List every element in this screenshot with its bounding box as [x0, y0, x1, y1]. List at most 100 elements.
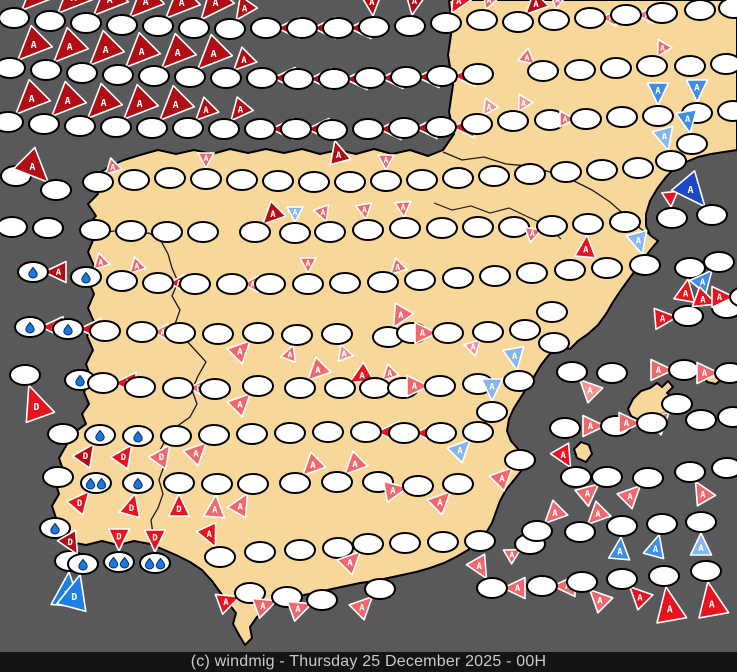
wind-category-letter: A [637, 593, 643, 603]
wind-symbol [609, 211, 641, 233]
station-ellipse [710, 53, 737, 75]
station-ellipse [574, 7, 606, 29]
wind-direction-triangle [586, 500, 612, 526]
station-ellipse [609, 211, 641, 233]
station-ellipse [674, 55, 706, 77]
station-ellipse [151, 221, 183, 243]
wind-category-letter: A [476, 562, 482, 572]
wind-symbol [115, 220, 147, 242]
wind-category-letter: A [134, 262, 139, 271]
wind-symbol: A [389, 200, 421, 239]
wind-symbol: A [0, 0, 51, 29]
wind-symbol: A [136, 84, 196, 139]
wind-category-letter: A [204, 154, 209, 163]
wind-symbol [606, 106, 638, 128]
wind-symbol [717, 406, 737, 428]
wind-symbol: A [12, 146, 72, 201]
station-ellipse [388, 422, 420, 444]
station-ellipse [570, 108, 602, 130]
wind-direction-triangle [197, 33, 234, 70]
wind-category-letter: A [173, 100, 179, 111]
station-ellipse [622, 157, 654, 179]
wind-category-letter: A [624, 419, 630, 429]
wind-category-letter: A [137, 99, 143, 110]
wind-symbol: A [711, 285, 737, 309]
wind-direction-triangle [161, 32, 198, 69]
station-ellipse [163, 472, 195, 494]
wind-symbol: A [521, 499, 569, 542]
wind-symbol [600, 57, 632, 79]
wind-category-letter: A [212, 506, 218, 516]
wind-symbol [47, 423, 79, 445]
station-ellipse [442, 473, 474, 495]
wind-symbol: A [30, 26, 90, 81]
station-ellipse [106, 270, 138, 292]
wind-symbol: A [172, 96, 220, 139]
wind-category-letter: A [509, 550, 514, 559]
station-ellipse [464, 530, 496, 552]
wind-direction-triangle [646, 82, 670, 106]
wind-symbol: A [34, 0, 94, 32]
wind-direction-triangle [543, 499, 569, 525]
wind-category-letter: A [238, 106, 244, 116]
station-ellipse [703, 251, 735, 273]
wind-symbol: A [226, 375, 274, 418]
wind-symbol [718, 0, 737, 19]
wind-category-letter: A [525, 53, 530, 62]
station-ellipse [729, 287, 737, 307]
wind-symbol: A [394, 0, 426, 37]
wind-symbol [442, 267, 474, 289]
wind-direction-triangle [381, 363, 400, 382]
station-ellipse [591, 466, 623, 488]
station-ellipse [250, 17, 282, 39]
wind-direction-triangle [25, 384, 56, 424]
station-ellipse [312, 421, 344, 443]
station-ellipse [504, 449, 536, 471]
station-ellipse [538, 332, 570, 354]
wind-category-letter: A [193, 449, 199, 459]
station-ellipse [556, 361, 588, 383]
station-ellipse [606, 106, 638, 128]
wind-symbol: A [214, 0, 259, 40]
station-ellipse [425, 422, 457, 444]
station-ellipse [370, 170, 402, 192]
wind-direction-triangle [711, 285, 735, 309]
rain-drop-icon [144, 557, 155, 570]
station-ellipse [426, 65, 458, 87]
wind-direction-triangle [463, 338, 482, 357]
wind-direction-triangle [226, 392, 251, 418]
wind-category-letter: A [412, 0, 418, 7]
wind-symbol [329, 272, 361, 294]
wind-category-letter: A [67, 42, 73, 53]
station-ellipse [479, 265, 511, 287]
wind-symbol [426, 217, 458, 239]
station-ellipse [292, 273, 324, 295]
wind-direction-triangle [406, 374, 430, 398]
wind-direction-triangle [625, 229, 648, 256]
station-ellipse [216, 273, 248, 295]
wind-symbol: A [517, 47, 559, 82]
wind-direction-triangle [616, 484, 642, 510]
wind-direction-triangle [650, 358, 674, 382]
wind-symbol [479, 265, 511, 287]
wind-category-letter: A [702, 369, 708, 379]
wind-category-letter: A [143, 0, 149, 8]
wind-direction-triangle [279, 344, 297, 364]
wind-symbol [442, 167, 474, 189]
wind-direction-triangle [20, 0, 51, 11]
station-ellipse [497, 110, 529, 132]
wind-symbol [425, 422, 457, 444]
wind-symbol: A [372, 302, 415, 348]
station-ellipse [79, 219, 111, 241]
station-ellipse [208, 118, 240, 140]
rain-drop-icon [63, 323, 73, 336]
wind-category-letter: A [398, 311, 404, 321]
island-ibiza [573, 441, 593, 463]
wind-direction-triangle [465, 553, 488, 580]
station-ellipse [254, 273, 286, 295]
wind-direction-triangle [125, 31, 162, 68]
wind-symbol: A [226, 322, 274, 365]
wind-category-letter: A [139, 47, 145, 58]
wind-symbol: A [316, 119, 352, 166]
